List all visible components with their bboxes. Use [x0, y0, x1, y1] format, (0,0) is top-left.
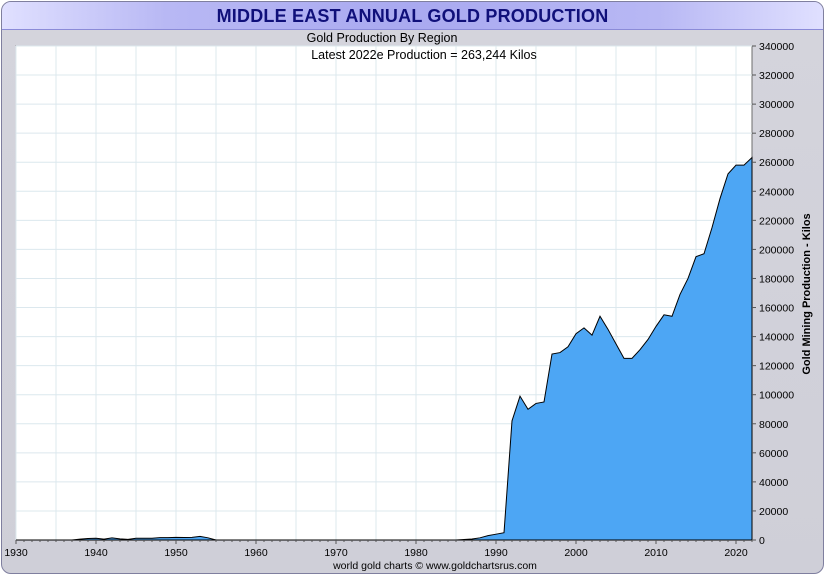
y-tick-label: 120000	[759, 361, 794, 373]
chart-subtitle: Gold Production By Region	[307, 31, 458, 45]
y-tick-label: 20000	[759, 506, 788, 518]
x-tick-label: 2010	[644, 547, 668, 559]
y-tick-label: 100000	[759, 390, 794, 402]
y-tick-label: 340000	[759, 41, 794, 53]
y-tick-label: 80000	[759, 419, 788, 431]
y-axis-label: Gold Mining Production - Kilos	[801, 213, 813, 374]
x-axis: 1930 1940 1950 1960 1970 1980 1990 2000 2010 2020	[4, 540, 753, 559]
title-bar: MIDDLE EAST ANNUAL GOLD PRODUCTION	[2, 2, 823, 30]
x-tick-label: 1960	[244, 547, 268, 559]
production-area	[16, 156, 753, 541]
latest-production-annotation: Latest 2022e Production = 263,244 Kilos	[311, 48, 537, 62]
y-tick-label: 280000	[759, 128, 794, 140]
y-tick-label: 320000	[759, 70, 794, 82]
x-tick-label: 2020	[724, 547, 748, 559]
y-tick-label: 260000	[759, 157, 794, 169]
y-tick-label: 300000	[759, 99, 794, 111]
y-tick-label: 0	[759, 535, 765, 547]
y-tick-label: 140000	[759, 332, 794, 344]
y-tick-label: 40000	[759, 477, 788, 489]
x-tick-label: 1940	[84, 547, 108, 559]
y-tick-label: 160000	[759, 303, 794, 315]
x-tick-label: 2000	[564, 547, 588, 559]
y-tick-label: 240000	[759, 186, 794, 198]
x-tick-label: 1990	[484, 547, 508, 559]
y-axis: 0 20000 40000 60000 80000 100000 120000 140000 1…	[752, 41, 794, 547]
x-tick-label: 1980	[404, 547, 428, 559]
x-tick-label: 1950	[164, 547, 188, 559]
chart-title: MIDDLE EAST ANNUAL GOLD PRODUCTION	[216, 6, 609, 26]
y-tick-label: 60000	[759, 448, 788, 460]
footer-credit: world gold charts © www.goldchartsrus.co…	[332, 560, 537, 572]
y-tick-label: 220000	[759, 215, 794, 227]
y-tick-label: 200000	[759, 244, 794, 256]
x-tick-label: 1970	[324, 547, 348, 559]
y-tick-label: 180000	[759, 273, 794, 285]
x-tick-label: 1930	[4, 547, 28, 559]
